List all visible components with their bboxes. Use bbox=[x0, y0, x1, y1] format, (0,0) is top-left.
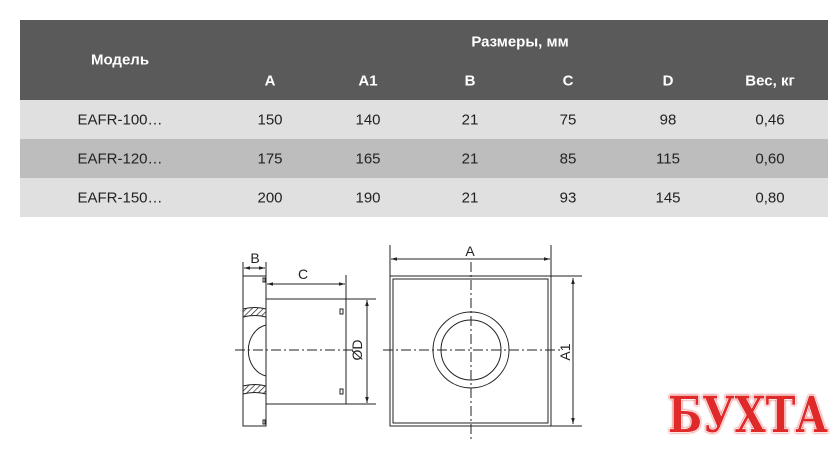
cell-a1: 140 bbox=[355, 111, 381, 128]
buhta-logo: БУХТА bbox=[668, 385, 828, 444]
table-row: EAFR-100… 150 140 21 75 98 0,46 bbox=[20, 100, 828, 139]
side-view bbox=[235, 262, 376, 427]
table-row: EAFR-120… 175 165 21 85 115 0,60 bbox=[20, 139, 828, 178]
cell-model: EAFR-120… bbox=[77, 150, 163, 167]
label-a: A bbox=[465, 243, 475, 259]
cell-d: 98 bbox=[659, 111, 677, 128]
front-view bbox=[383, 245, 582, 440]
cell-model: EAFR-100… bbox=[77, 111, 163, 128]
cell-b: 21 bbox=[461, 150, 479, 167]
cell-c: 93 bbox=[559, 189, 577, 206]
dimensions-table: Модель Размеры, мм A A1 B C D Вес, кг EA… bbox=[20, 20, 828, 217]
header-model: Модель bbox=[90, 51, 150, 69]
label-d: ØD bbox=[349, 340, 365, 361]
cell-weight: 0,80 bbox=[755, 189, 785, 206]
header-weight: Вес, кг bbox=[745, 72, 795, 90]
label-c: C bbox=[298, 266, 308, 282]
header-dimensions: Размеры, мм bbox=[471, 33, 569, 51]
cell-model: EAFR-150… bbox=[77, 189, 163, 206]
cell-d: 115 bbox=[656, 150, 680, 167]
cell-a1: 165 bbox=[355, 150, 381, 167]
cell-weight: 0,46 bbox=[755, 111, 785, 128]
table-header: Модель Размеры, мм A A1 B C D Вес, кг bbox=[20, 20, 828, 100]
header-a: A bbox=[264, 72, 276, 90]
cell-a: 175 bbox=[257, 150, 283, 167]
header-b: B bbox=[464, 72, 476, 90]
cell-a: 150 bbox=[257, 111, 283, 128]
table-row: EAFR-150… 200 190 21 93 145 0,80 bbox=[20, 178, 828, 217]
header-d: D bbox=[662, 72, 674, 90]
cell-b: 21 bbox=[461, 189, 479, 206]
cell-a: 200 bbox=[257, 189, 283, 206]
header-a1: A1 bbox=[358, 72, 378, 90]
cell-c: 85 bbox=[559, 150, 577, 167]
cell-b: 21 bbox=[461, 111, 479, 128]
cell-a1: 190 bbox=[355, 189, 381, 206]
label-a1: A1 bbox=[557, 343, 573, 360]
label-b: B bbox=[250, 250, 259, 266]
header-c: C bbox=[562, 72, 574, 90]
cell-d: 145 bbox=[655, 189, 681, 206]
cell-c: 75 bbox=[559, 111, 577, 128]
cell-weight: 0,60 bbox=[755, 150, 785, 167]
